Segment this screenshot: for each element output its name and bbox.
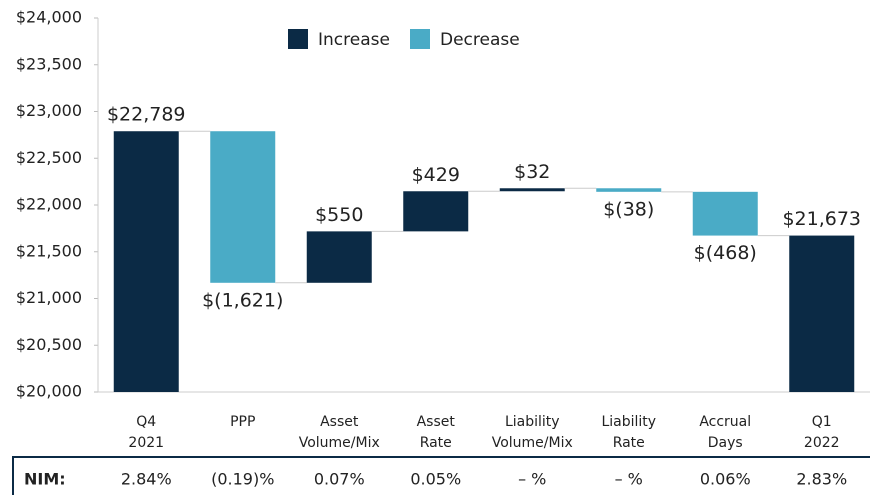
legend-swatch: [410, 29, 430, 49]
legend-swatch: [288, 29, 308, 49]
y-tick-label: $22,000: [16, 195, 82, 214]
x-tick-label: Q4 2021: [128, 414, 164, 451]
y-tick-label: $20,000: [16, 382, 82, 401]
y-tick-label: $20,500: [16, 335, 82, 354]
table-cell: 0.06%: [700, 470, 751, 489]
bar: [306, 231, 372, 283]
x-tick-label: Q1 2022: [804, 414, 840, 451]
table-cell: – %: [615, 470, 643, 489]
bar: [499, 188, 565, 192]
y-tick-label: $21,500: [16, 241, 82, 260]
legend-label: Decrease: [440, 30, 520, 50]
bar: [403, 191, 469, 232]
x-tick-label: Liability Rate: [601, 414, 656, 451]
y-tick-label: $22,500: [16, 148, 82, 167]
data-label: $550: [315, 204, 363, 226]
data-label: $22,789: [107, 104, 186, 126]
legend-label: Increase: [318, 30, 390, 50]
table-cell: – %: [518, 470, 546, 489]
y-tick-label: $24,000: [16, 8, 82, 27]
table-cell: 2.84%: [121, 470, 172, 489]
y-tick-label: $23,500: [16, 54, 82, 73]
bar: [692, 191, 758, 236]
x-tick-label: PPP: [230, 414, 255, 430]
bar: [113, 131, 179, 392]
table-label: NIM:: [24, 470, 66, 489]
table-cell: (0.19)%: [211, 470, 274, 489]
data-label: $(38): [603, 198, 654, 220]
data-label: $(1,621): [202, 289, 283, 311]
data-label: $21,673: [782, 208, 861, 230]
table-cell: 0.07%: [314, 470, 365, 489]
data-label: $429: [412, 164, 460, 186]
x-tick-label: Asset Volume/Mix: [299, 414, 380, 451]
x-tick-label: Accrual Days: [699, 414, 751, 451]
bar: [210, 131, 276, 283]
y-tick-label: $21,000: [16, 288, 82, 307]
x-tick-label: Liability Volume/Mix: [492, 414, 573, 451]
table-cell: 0.05%: [410, 470, 461, 489]
x-tick-label: Asset Rate: [417, 414, 456, 451]
data-label: $(468): [694, 242, 757, 264]
bar: [789, 235, 855, 392]
data-label: $32: [514, 161, 550, 183]
bar: [596, 188, 662, 192]
table-cell: 2.83%: [796, 470, 847, 489]
y-tick-label: $23,000: [16, 101, 82, 120]
